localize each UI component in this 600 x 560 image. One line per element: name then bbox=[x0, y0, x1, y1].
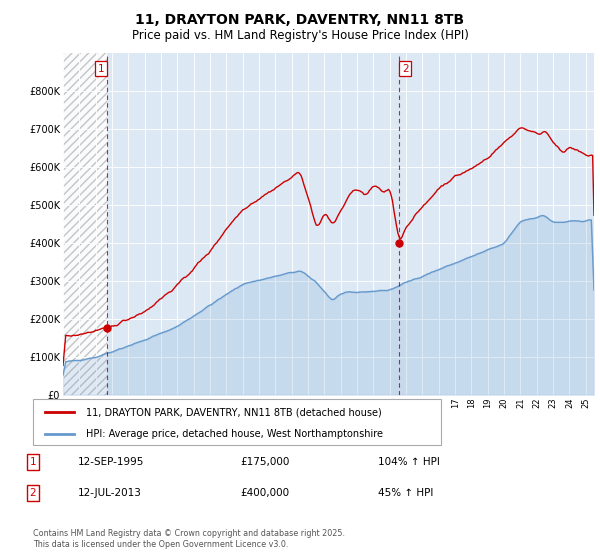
Text: £175,000: £175,000 bbox=[240, 457, 289, 467]
Text: HPI: Average price, detached house, West Northamptonshire: HPI: Average price, detached house, West… bbox=[86, 429, 383, 438]
Text: 11, DRAYTON PARK, DAVENTRY, NN11 8TB (detached house): 11, DRAYTON PARK, DAVENTRY, NN11 8TB (de… bbox=[86, 407, 382, 417]
Text: 2: 2 bbox=[402, 64, 409, 73]
Text: 104% ↑ HPI: 104% ↑ HPI bbox=[378, 457, 440, 467]
Text: 2: 2 bbox=[29, 488, 37, 498]
Text: 45% ↑ HPI: 45% ↑ HPI bbox=[378, 488, 433, 498]
Text: £400,000: £400,000 bbox=[240, 488, 289, 498]
FancyBboxPatch shape bbox=[33, 399, 441, 445]
Text: Contains HM Land Registry data © Crown copyright and database right 2025.
This d: Contains HM Land Registry data © Crown c… bbox=[33, 529, 345, 549]
Text: 1: 1 bbox=[97, 64, 104, 73]
Text: 1: 1 bbox=[29, 457, 37, 467]
Text: 12-SEP-1995: 12-SEP-1995 bbox=[78, 457, 145, 467]
Text: Price paid vs. HM Land Registry's House Price Index (HPI): Price paid vs. HM Land Registry's House … bbox=[131, 29, 469, 42]
Text: 12-JUL-2013: 12-JUL-2013 bbox=[78, 488, 142, 498]
Text: 11, DRAYTON PARK, DAVENTRY, NN11 8TB: 11, DRAYTON PARK, DAVENTRY, NN11 8TB bbox=[136, 13, 464, 27]
